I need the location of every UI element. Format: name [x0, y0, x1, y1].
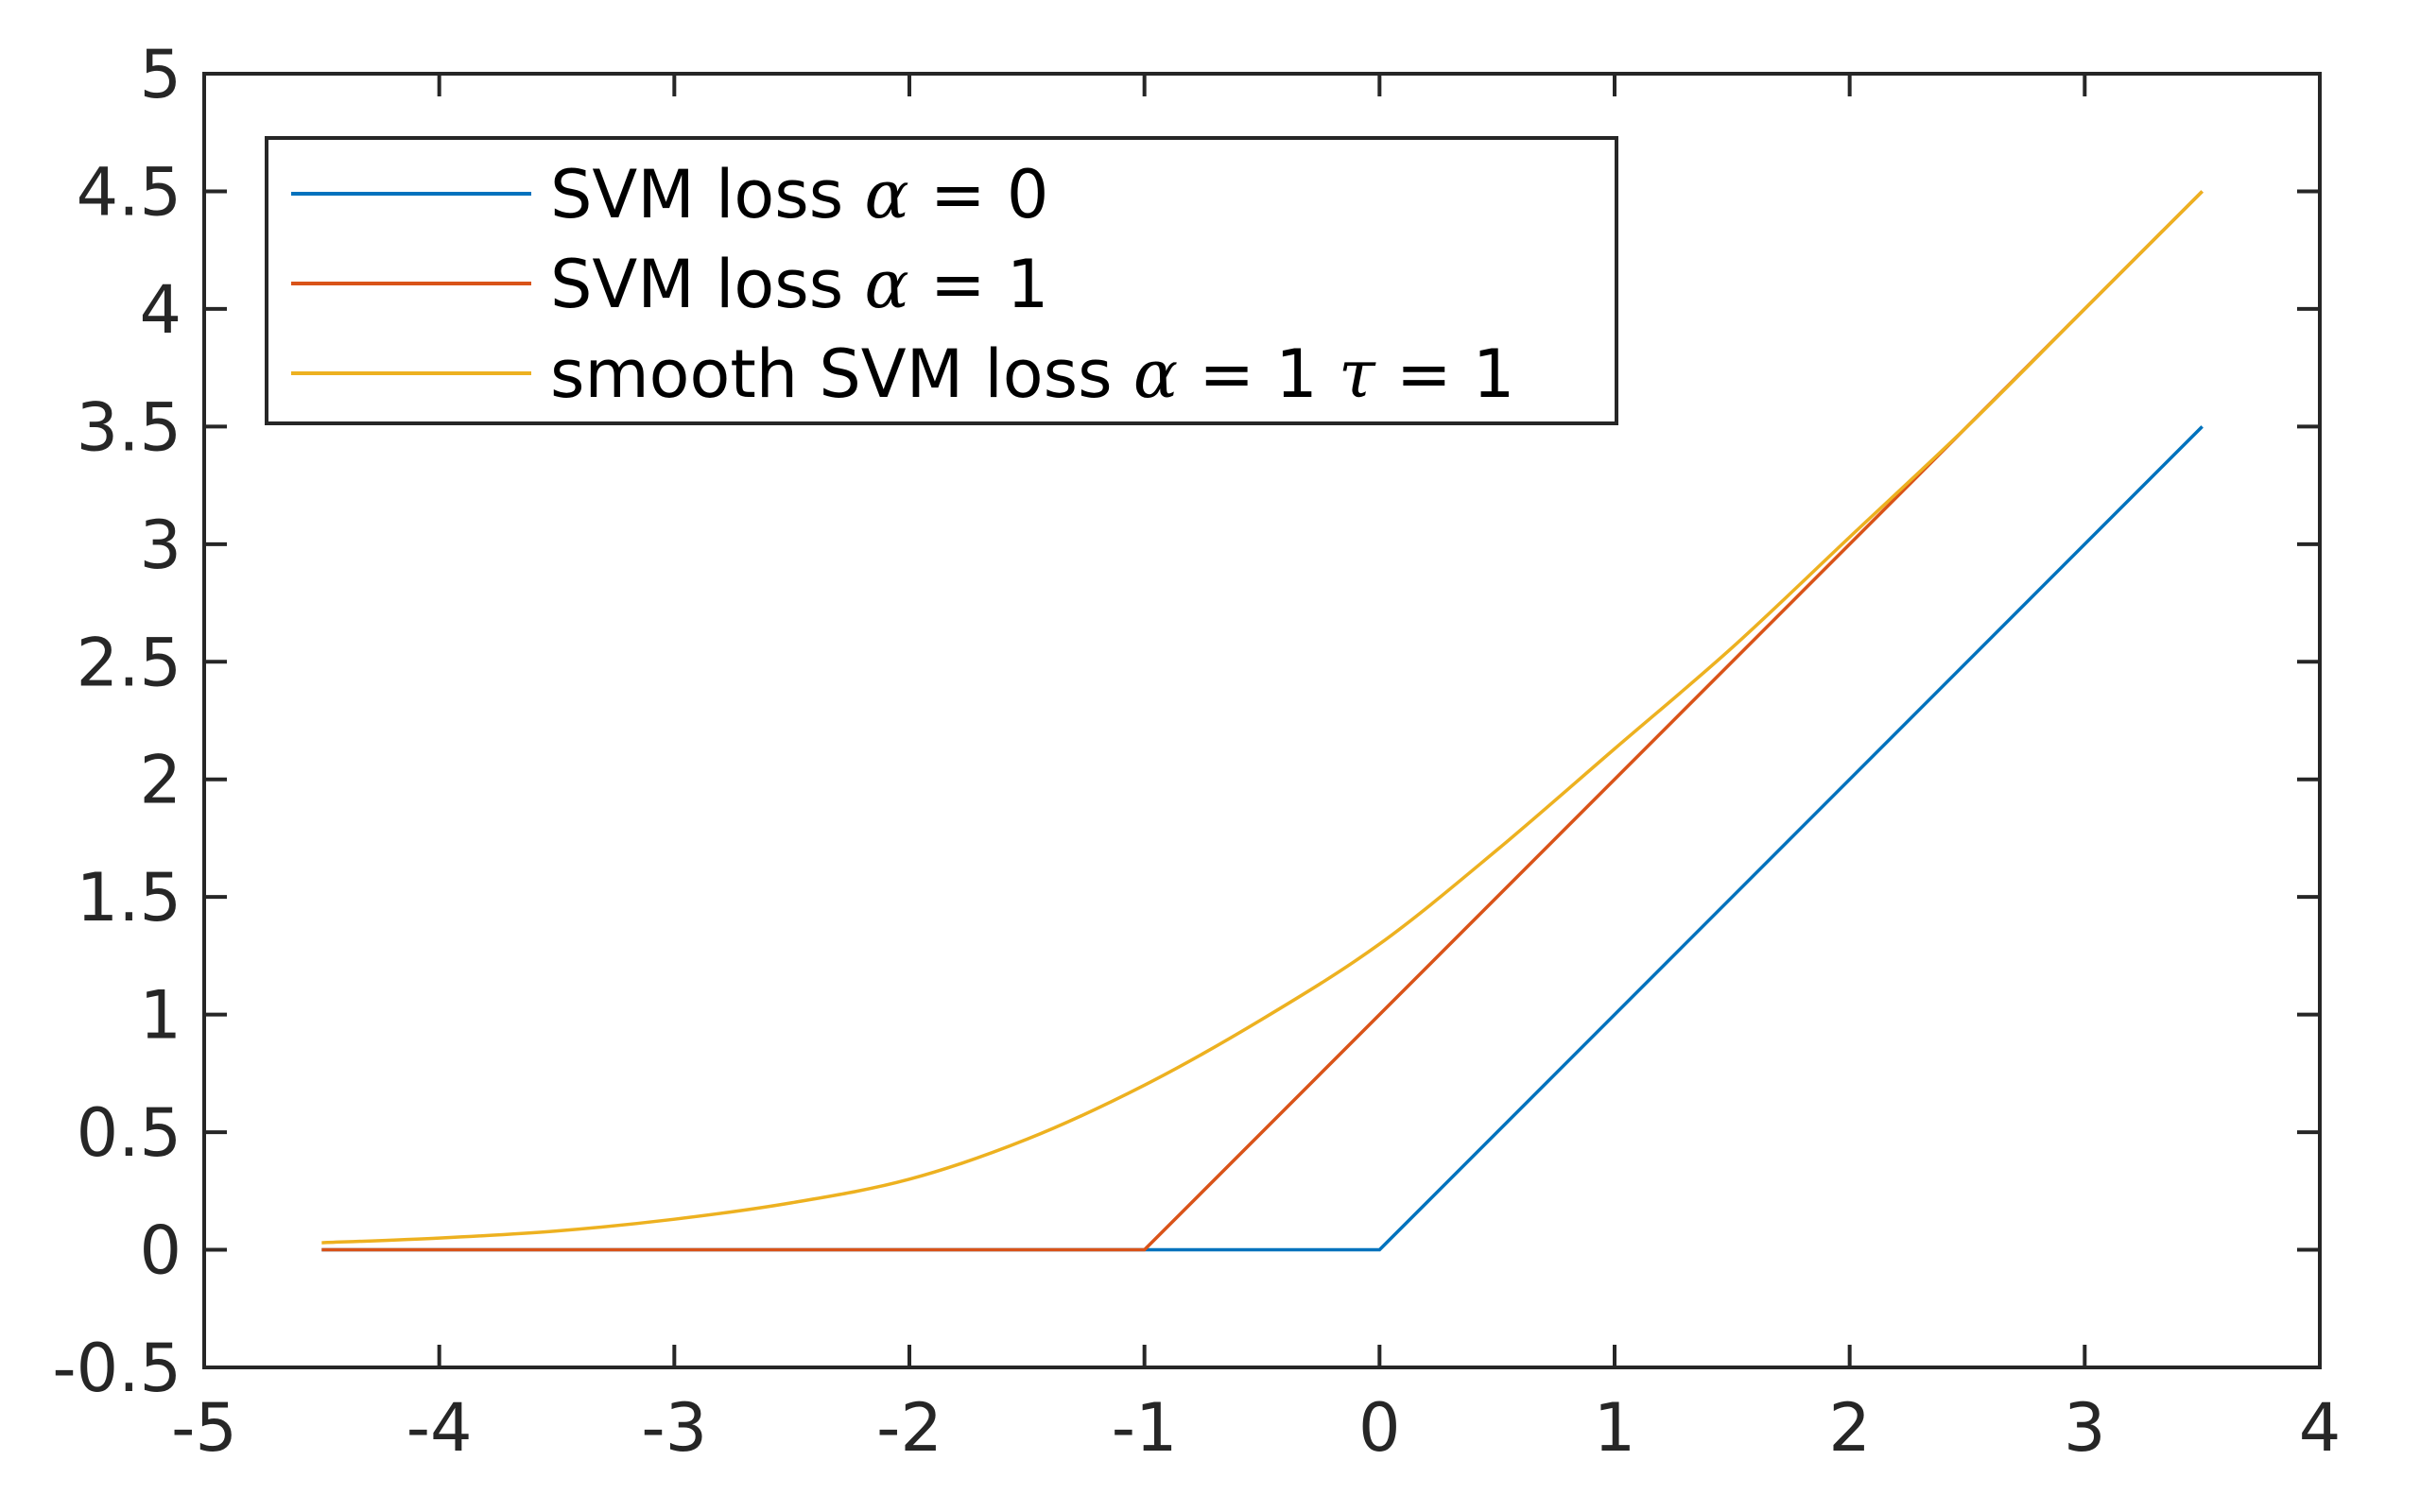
series-line-3: [321, 190, 2204, 1245]
x-tick-label: 2: [1828, 1389, 1871, 1467]
y-tick-label: 1.5: [77, 859, 182, 936]
ticks-layer: -5 -4 -3 -2 -1 0 1 2 3 4 -0.5 0 0.5 1 1.5 2 2.5 3 3.5 4 4.5 5: [52, 36, 2341, 1467]
x-tick-label: -4: [406, 1389, 473, 1467]
legend-entry-2: SVM loss α = 1: [550, 246, 1048, 323]
legend-text-part: α: [864, 156, 908, 233]
legend-text-part: smooth SVM loss: [550, 335, 1133, 413]
x-tick-label: 0: [1358, 1389, 1401, 1467]
x-tick-label: 4: [2299, 1389, 2342, 1467]
x-tick-label: -1: [1112, 1389, 1178, 1467]
y-tick-label: 2: [139, 742, 182, 819]
x-tick-label: -3: [641, 1389, 707, 1467]
x-tick-label: 1: [1594, 1389, 1636, 1467]
x-tick-label: -2: [876, 1389, 942, 1467]
x-tick-label: -5: [171, 1389, 237, 1467]
y-tick-label: 0.5: [77, 1094, 182, 1172]
y-tick-label: 4: [139, 271, 182, 349]
plot-frame: [202, 72, 2322, 1369]
legend-text-part: τ: [1339, 335, 1376, 413]
y-tick-label: 3: [139, 507, 182, 584]
x-tick-label: 3: [2064, 1389, 2106, 1467]
y-tick-label: 1: [139, 977, 182, 1055]
legend-entry-3: smooth SVM loss α = 1 τ = 1: [550, 335, 1514, 413]
y-tick-label: -0.5: [52, 1330, 182, 1407]
legend-text-part: α: [864, 246, 908, 323]
series-line-2: [321, 190, 2204, 1252]
series-layer: [321, 190, 2204, 1252]
y-tick-label: 4.5: [77, 153, 182, 231]
legend-text-part: SVM loss: [550, 246, 864, 323]
legend-text-part: = 1: [909, 246, 1049, 323]
legend-text-part: SVM loss: [550, 156, 864, 233]
y-tick-label: 0: [139, 1212, 182, 1290]
y-tick-label: 5: [139, 36, 182, 113]
legend-box: [265, 136, 1618, 425]
y-tick-label: 3.5: [77, 388, 182, 466]
y-tick-label: 2.5: [77, 624, 182, 701]
legend-text-part: = 0: [909, 156, 1049, 233]
legend-text-part: α: [1133, 335, 1178, 413]
legend-text-part: = 1: [1178, 335, 1339, 413]
legend-entry-1: SVM loss α = 0: [550, 156, 1048, 233]
legend-text-part: = 1: [1375, 335, 1515, 413]
